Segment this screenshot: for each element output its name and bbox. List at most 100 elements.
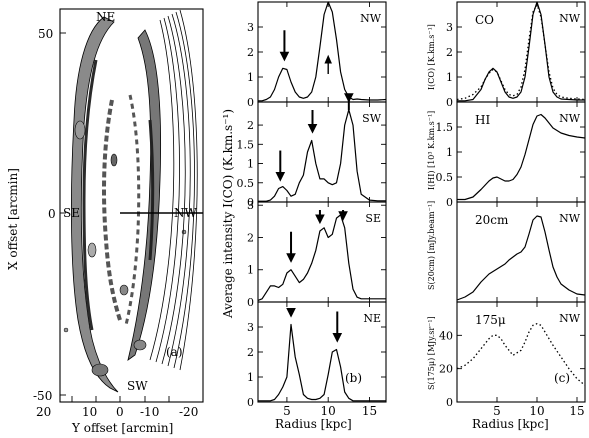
y-tick-label: 0 xyxy=(247,296,254,309)
peak-arrow-head xyxy=(338,211,348,221)
xtick-a: 20 xyxy=(36,405,51,419)
x-tick-label: 10 xyxy=(529,404,544,418)
panel-a-xlabel: Y offset [arcmin] xyxy=(71,421,173,435)
panel-c: 0 1 2 3 NW CO I(CO) [K.km.s⁻¹] 0 0.5 1 1.5 NW HI I(HI… xyxy=(427,1,586,431)
x-tick-label: 5 xyxy=(493,404,501,418)
y-tick-label: 0 xyxy=(247,396,254,409)
peak-arrow-head xyxy=(344,93,354,103)
y-tick-label: 40 xyxy=(439,329,453,342)
y-tick-label: 3 xyxy=(446,21,453,34)
y-tick-label: 1.5 xyxy=(436,121,454,134)
profile-line xyxy=(258,109,386,202)
profile-line xyxy=(457,1,585,102)
inner-arm-west xyxy=(127,29,162,361)
peak-arrow-head xyxy=(332,333,343,343)
subplot-title: 175μ xyxy=(475,313,506,327)
ytick-a: 0 xyxy=(48,207,56,221)
panel-c-plots: 0 1 2 3 NW CO I(CO) [K.km.s⁻¹] 0 0.5 1 1.5 NW HI I(HI… xyxy=(427,1,586,418)
panel-a-ylabel: X offset [arcmin] xyxy=(6,168,20,270)
peak-arrow-head xyxy=(279,51,290,62)
region-label: NW xyxy=(360,12,382,25)
region-label: NE xyxy=(363,312,381,325)
y-tick-label: 0 xyxy=(446,196,453,209)
xtick-a: 10 xyxy=(82,405,97,419)
panel-c-xlabel: Radius [kpc] xyxy=(472,417,549,431)
subplot-c-co: 0 1 2 3 NW CO I(CO) [K.km.s⁻¹] xyxy=(427,1,586,109)
y-tick-label: 2 xyxy=(247,46,254,59)
profile-line xyxy=(457,113,586,201)
contour-blob xyxy=(63,327,69,333)
region-label: NW xyxy=(559,112,581,125)
panel-b-plots: 0 1 2 3 NW 0 0.5 1 1.5 2 SW 0 1 2 3 SE 0 1 2 3 5 10 15 NE xyxy=(237,1,387,418)
peak-arrow-head xyxy=(286,253,296,263)
ytick-a: 50 xyxy=(38,27,53,41)
subplot-c-20cm: NW 20cm S(20cm) [mJy.beam⁻¹] xyxy=(427,201,586,302)
profile-line xyxy=(456,215,586,301)
arm-contours xyxy=(63,16,187,393)
region-label: NW xyxy=(559,312,581,325)
region-label: SW xyxy=(362,112,382,125)
xtick-a: -10 xyxy=(140,405,159,419)
y-tick-label: 1 xyxy=(247,371,254,384)
contour-blob xyxy=(74,120,86,140)
y-tick-label: 2 xyxy=(247,231,254,244)
inner-arm-core-west xyxy=(148,119,155,261)
contour-blob xyxy=(119,284,129,296)
label-sw: SW xyxy=(127,379,148,393)
subplot-b-nw: 0 1 2 3 NW xyxy=(247,1,387,109)
y-tick-label: 2 xyxy=(247,346,254,359)
label-ne: NE xyxy=(96,10,115,24)
y-tick-label: 1 xyxy=(247,158,254,171)
y-tick-label: 2 xyxy=(247,119,254,132)
panel-b-tag: (b) xyxy=(345,371,362,385)
peak-arrow-head xyxy=(307,123,318,134)
peak-arrow-head xyxy=(275,172,286,182)
y-tick-label: 3 xyxy=(247,321,254,334)
y-tick-label: 2 xyxy=(446,46,453,59)
panel-c-tag: (c) xyxy=(554,371,570,385)
panel-a-tag: (a) xyxy=(166,345,183,359)
contour-blob xyxy=(181,229,187,235)
x-tick-label: 15 xyxy=(362,404,377,418)
radius-rings xyxy=(149,9,198,371)
panel-a-xticks: 20 10 0 -10 -20 xyxy=(36,396,198,419)
subplot-ylabel: I(HI) [10³ K.km.s⁻¹] xyxy=(427,111,436,190)
inner-ring-east xyxy=(102,99,122,321)
region-label: SE xyxy=(365,212,381,225)
y-tick-label: 0 xyxy=(446,396,453,409)
contour-blob xyxy=(87,242,97,258)
panel-a-map: NE SW SE NW (a) 50 0 -50 20 10 0 -10 -20… xyxy=(6,8,204,435)
subplot-ylabel: S(175μ) [MJy.sr⁻¹] xyxy=(427,316,436,390)
panel-a-yticks: 50 0 -50 xyxy=(33,27,66,403)
subplot-b-ne: 0 1 2 3 5 10 15 NE xyxy=(247,302,386,418)
subplot-ylabel: S(20cm) [mJy.beam⁻¹] xyxy=(427,201,436,290)
panel-a-frame xyxy=(59,8,204,403)
x-tick-label: 5 xyxy=(283,404,291,418)
y-tick-label: 3 xyxy=(247,21,254,34)
y-tick-label: 1 xyxy=(446,71,453,84)
peak-arrow-head xyxy=(324,54,332,64)
panel-b: 0 1 2 3 NW 0 0.5 1 1.5 2 SW 0 1 2 3 SE 0 1 2 3 5 10 15 NE (b) R… xyxy=(221,1,387,431)
x-tick-label: 15 xyxy=(569,404,584,418)
ytick-a: -50 xyxy=(33,389,52,403)
y-tick-label: 0.5 xyxy=(436,171,454,184)
y-tick-label: 1 xyxy=(247,264,254,277)
peak-arrow-head xyxy=(315,214,325,225)
panel-b-ylabel: Average intensity I(CO) (K.km.s⁻¹) xyxy=(221,109,235,319)
profile-line xyxy=(258,1,387,102)
subplot-title: 20cm xyxy=(475,213,509,227)
panel-c-175-frame xyxy=(456,301,586,403)
inner-ring-west xyxy=(124,94,141,326)
subplot-title: CO xyxy=(475,13,494,27)
subplot-b-se: 0 1 2 3 SE xyxy=(247,199,386,309)
contour-blob xyxy=(110,153,118,167)
label-se: SE xyxy=(63,206,80,220)
outer-arm-core xyxy=(82,59,98,331)
profile-line xyxy=(257,214,386,301)
subplot-title: HI xyxy=(475,113,490,127)
y-tick-label: 0.5 xyxy=(237,177,255,190)
region-label: NW xyxy=(559,212,581,225)
y-tick-label: 1.5 xyxy=(237,138,255,151)
panel-b-xlabel: Radius [kpc] xyxy=(275,417,352,431)
